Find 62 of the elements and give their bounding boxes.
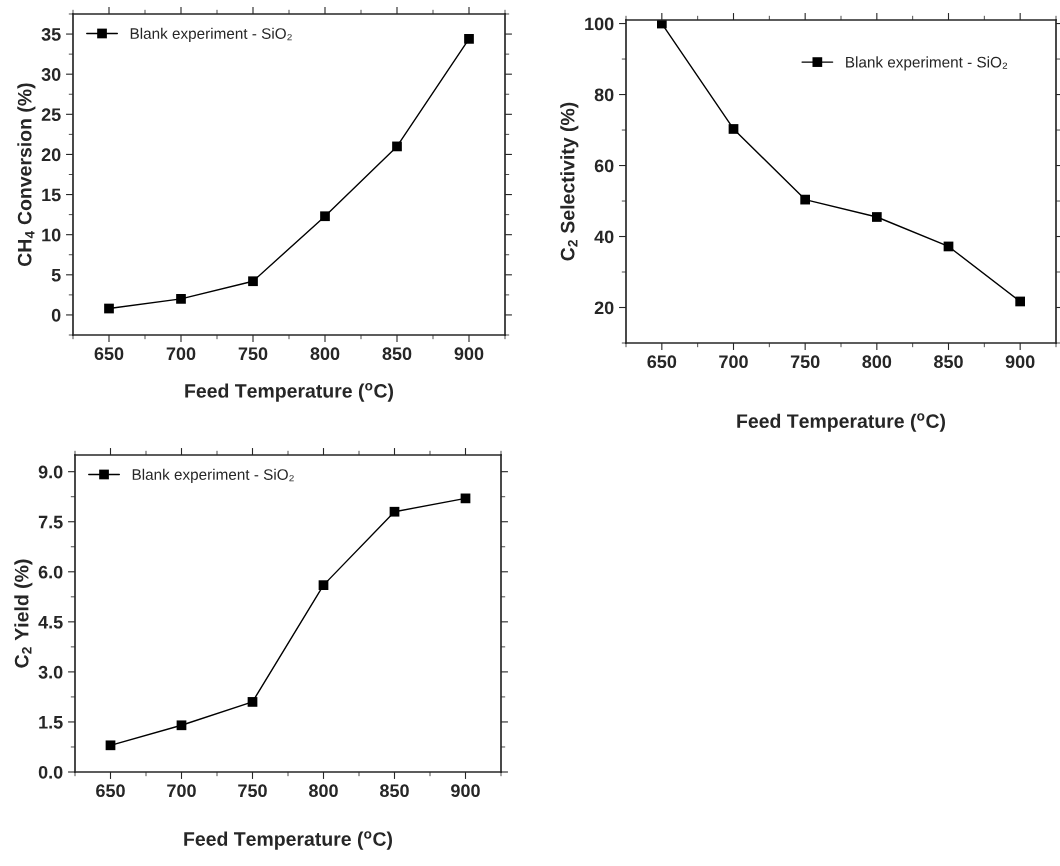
y-tick-label: 7.5	[38, 515, 63, 529]
y-tick-label: 4.5	[38, 615, 63, 629]
x-tick-label: 800	[310, 347, 340, 361]
y-tick-label: 9.0	[38, 465, 63, 479]
legend-label: Blank experiment - SiO₂	[132, 468, 294, 483]
point	[318, 580, 329, 590]
y-tick-label: 25	[41, 108, 61, 122]
y-tick-label: 35	[41, 28, 61, 41]
y-tick-label: 100	[585, 17, 614, 31]
y-tick-label: 40	[594, 230, 614, 244]
point	[728, 124, 739, 134]
y-tick-label: 1.5	[39, 716, 63, 729]
point	[176, 294, 186, 304]
point	[105, 740, 116, 751]
point	[1015, 296, 1026, 307]
y-tick-label: 0	[51, 308, 61, 322]
x-tick-label: 650	[96, 784, 125, 798]
point	[104, 303, 114, 314]
x-tick-label: 900	[451, 784, 480, 798]
point	[392, 141, 402, 152]
x-tick-label: 750	[238, 784, 267, 798]
x-tick-label: 750	[238, 347, 268, 361]
x-tick-label: 750	[790, 355, 820, 369]
x-tick-label: 900	[1005, 355, 1035, 369]
x-tick-label: 850	[380, 784, 409, 798]
y-tick-label: 10	[42, 228, 61, 242]
x-tick-label: 800	[309, 784, 338, 798]
point	[248, 276, 258, 287]
y-tick-label: 80	[594, 88, 614, 102]
y-tick-label: 60	[594, 159, 614, 173]
y-tick-label: 6.0	[38, 565, 63, 579]
point	[464, 34, 474, 44]
y-axis-title: C$_{2}$ Selectivity (%)	[560, 102, 579, 261]
x-tick-label: 850	[382, 347, 412, 361]
x-tick-label: 650	[94, 347, 124, 361]
point	[247, 697, 258, 707]
y-tick-label: 5	[51, 268, 61, 282]
y-tick-label: 20	[41, 148, 61, 162]
x-tick-label: 650	[647, 355, 677, 369]
x-tick-label: 700	[719, 355, 748, 369]
y-axis-title: CH$_{4}$ Conversion (%)	[17, 83, 36, 266]
x-tick-label: 700	[166, 347, 196, 361]
point	[800, 194, 811, 205]
point	[176, 720, 187, 731]
point	[320, 211, 330, 222]
y-tick-label: 20	[594, 301, 614, 315]
x-tick-label: 850	[934, 355, 963, 369]
y-axis-title: C$_{2}$ Yield (%)	[14, 559, 33, 668]
x-axis-title: Feed Temperature ($^{o}$C)	[737, 413, 946, 432]
x-tick-label: 900	[454, 347, 484, 361]
y-tick-label: 15	[42, 188, 61, 202]
x-axis-title: Feed Temperature ($^{o}$C)	[185, 383, 394, 402]
x-axis-title: Feed Temperature ($^{o}$C)	[184, 831, 393, 850]
y-tick-label: 0.0	[38, 765, 63, 779]
legend-label: Blank experiment - SiO₂	[846, 56, 1008, 71]
legend-label: Blank experiment - SiO₂	[130, 27, 292, 42]
y-tick-label: 30	[41, 68, 61, 81]
x-tick-label: 800	[862, 355, 892, 369]
y-tick-label: 3.0	[38, 665, 63, 679]
point	[871, 212, 882, 222]
x-tick-label: 700	[167, 784, 196, 798]
point	[389, 506, 400, 517]
